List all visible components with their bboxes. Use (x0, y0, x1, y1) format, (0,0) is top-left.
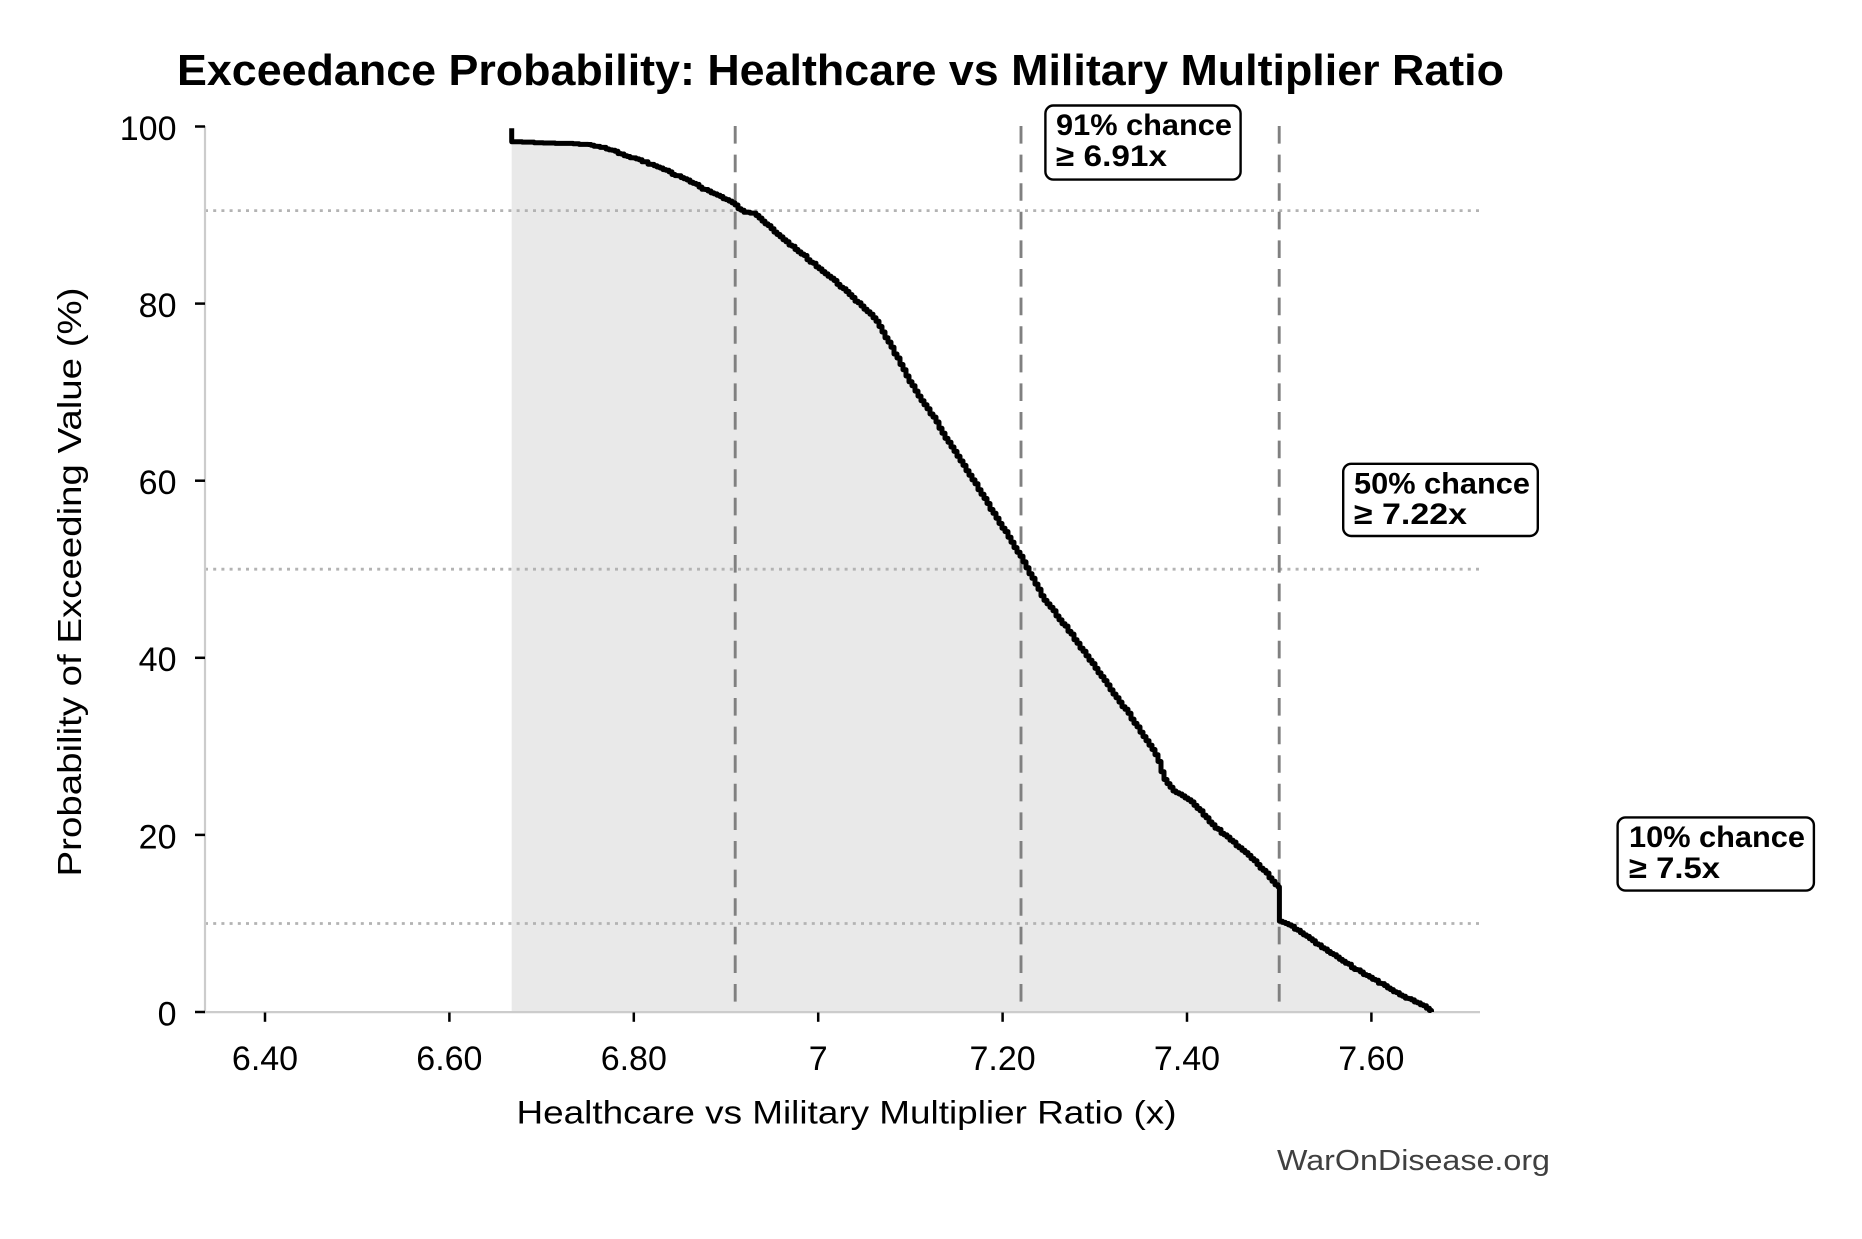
svg-text:80: 80 (139, 287, 177, 325)
svg-text:100: 100 (120, 110, 177, 148)
svg-text:40: 40 (139, 641, 177, 679)
svg-text:≥ 6.91x: ≥ 6.91x (1056, 140, 1167, 173)
svg-text:6.80: 6.80 (601, 1040, 667, 1078)
svg-text:6.40: 6.40 (232, 1040, 298, 1078)
svg-text:≥ 7.5x: ≥ 7.5x (1629, 852, 1720, 885)
svg-text:7: 7 (809, 1040, 828, 1078)
svg-text:20: 20 (139, 818, 177, 856)
svg-text:Exceedance Probability: Health: Exceedance Probability: Healthcare vs Mi… (177, 46, 1504, 95)
svg-text:60: 60 (139, 464, 177, 502)
svg-text:91% chance: 91% chance (1056, 109, 1232, 142)
svg-text:Probability of Exceeding Value: Probability of Exceeding Value (%) (51, 288, 88, 877)
svg-text:WarOnDisease.org: WarOnDisease.org (1277, 1145, 1550, 1177)
svg-text:7.60: 7.60 (1338, 1040, 1404, 1078)
svg-text:0: 0 (158, 995, 177, 1033)
svg-text:≥ 7.22x: ≥ 7.22x (1354, 498, 1467, 531)
svg-text:6.60: 6.60 (416, 1040, 482, 1078)
svg-text:50% chance: 50% chance (1354, 467, 1530, 500)
svg-text:10% chance: 10% chance (1629, 821, 1805, 854)
svg-text:Healthcare vs Military Multipl: Healthcare vs Military Multiplier Ratio … (517, 1095, 1177, 1131)
svg-text:7.40: 7.40 (1154, 1040, 1220, 1078)
svg-text:7.20: 7.20 (970, 1040, 1036, 1078)
